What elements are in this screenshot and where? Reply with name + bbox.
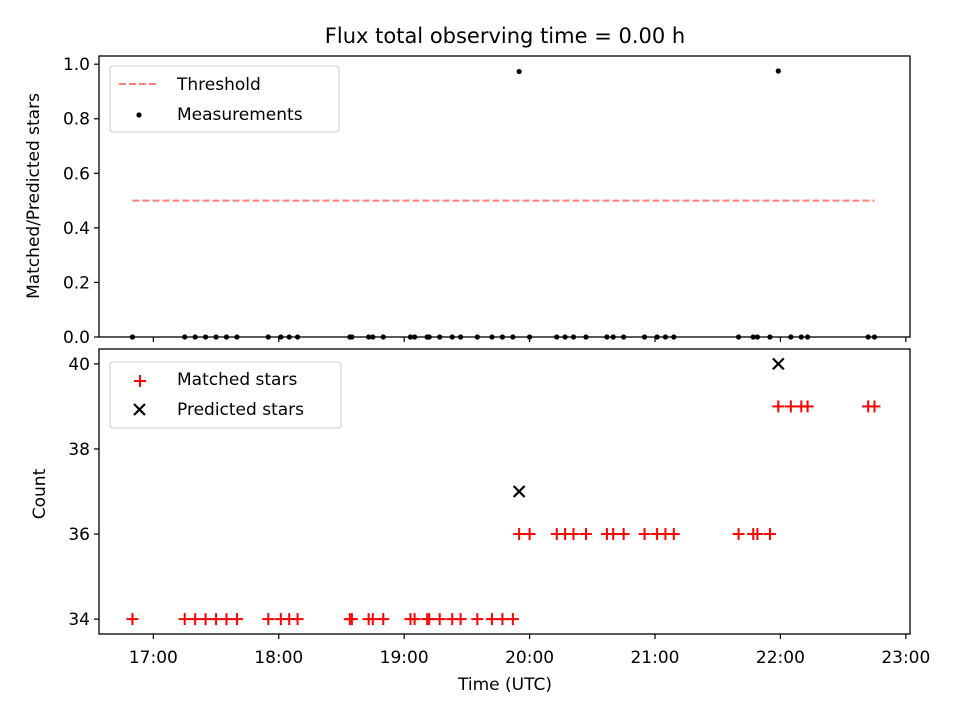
measurement-point: [775, 68, 781, 74]
legend-box: [109, 361, 342, 429]
legend-predicted-swatch: [133, 403, 146, 416]
ratio-legend: Threshold Measurements: [109, 65, 340, 133]
matched-star-marker: [763, 528, 776, 541]
y-tick-label: 0.4: [63, 219, 90, 239]
count-plot-frame: [98, 348, 911, 635]
legend-threshold-label: Threshold: [176, 75, 261, 95]
matched-star-marker: [607, 528, 620, 541]
matched-star-marker: [523, 528, 536, 541]
ratio-y-axis: 0.0 0.2 0.4 0.6 0.8 1.0: [63, 55, 99, 348]
count-x-axis: 17:00 18:00 19:00 20:00 21:00 22:00 23:00: [129, 634, 930, 668]
ratio-panel: 0.0 0.2 0.4 0.6 0.8 1.0 Matched/Predicted sta…: [24, 55, 911, 348]
legend-measurements-label: Measurements: [177, 105, 303, 125]
predicted-star-marker: [512, 485, 526, 498]
matched-star-marker: [751, 528, 764, 541]
matched-star-marker: [513, 528, 526, 541]
matched-star-marker: [345, 613, 358, 626]
y-tick-label: 36: [68, 525, 90, 545]
matched-star-marker: [220, 613, 233, 626]
matched-star-marker: [496, 613, 509, 626]
matched-star-marker: [580, 528, 593, 541]
x-tick-label: 19:00: [380, 648, 429, 668]
y-tick-label: 38: [68, 440, 90, 460]
matched-star-marker: [210, 613, 223, 626]
matched-star-marker: [262, 613, 275, 626]
y-tick-label: 0.0: [63, 328, 90, 348]
matched-star-marker: [433, 613, 446, 626]
y-tick-label: 0.8: [63, 110, 90, 130]
matched-star-marker: [801, 400, 814, 413]
x-tick-label: 20:00: [505, 648, 554, 668]
matched-star-marker: [617, 528, 630, 541]
matched-star-marker: [199, 613, 212, 626]
matched-star-marker: [567, 528, 580, 541]
matched-star-marker: [732, 528, 745, 541]
matched-star-marker: [772, 400, 785, 413]
matched-star-marker: [784, 400, 797, 413]
count-panel: 34 36 38 40 17:00 18:00 19:00 20:00 21:00 22:00 2…: [30, 348, 930, 695]
legend-predicted-label: Predicted stars: [177, 400, 304, 420]
matched-star-marker: [423, 613, 436, 626]
ratio-plot-frame: [98, 55, 911, 338]
legend-matched-swatch: [134, 375, 146, 387]
matched-star-marker: [868, 400, 881, 413]
x-tick-label: 18:00: [254, 648, 303, 668]
y-tick-label: 34: [68, 610, 90, 630]
chart-title: Flux total observing time = 0.00 h: [325, 24, 685, 48]
ratio-y-axis-label: Matched/Predicted stars: [24, 93, 44, 299]
matched-star-marker: [291, 613, 304, 626]
legend-matched-label: Matched stars: [177, 370, 297, 390]
legend-measurements-swatch: [136, 112, 142, 118]
matched-star-marker: [126, 613, 139, 626]
y-tick-label: 40: [68, 355, 90, 375]
count-legend: Matched stars Predicted stars: [109, 361, 342, 429]
y-tick-label: 1.0: [63, 55, 90, 75]
matched-star-marker: [454, 613, 467, 626]
matched-star-marker: [377, 613, 390, 626]
matched-star-marker: [506, 613, 519, 626]
matched-star-marker: [638, 528, 651, 541]
x-tick-label: 23:00: [881, 648, 930, 668]
count-y-axis-label: Count: [30, 468, 50, 519]
x-tick-label: 21:00: [630, 648, 679, 668]
y-tick-label: 0.2: [63, 273, 90, 293]
matched-star-marker: [471, 613, 484, 626]
matched-star-marker: [366, 613, 379, 626]
count-marks: [126, 357, 881, 626]
x-axis-label: Time (UTC): [457, 675, 552, 695]
matched-star-marker: [230, 613, 243, 626]
legend-box: [109, 65, 340, 133]
x-tick-label: 17:00: [129, 648, 178, 668]
matched-star-marker: [667, 528, 680, 541]
matched-star-marker: [408, 613, 421, 626]
predicted-star-marker: [772, 357, 785, 371]
x-tick-label: 22:00: [756, 648, 805, 668]
measurement-point: [516, 68, 522, 75]
matched-star-marker: [189, 613, 202, 626]
matched-star-marker: [485, 613, 498, 626]
matched-star-marker: [178, 613, 191, 626]
ratio-x-ticks: [152, 337, 907, 342]
y-tick-label: 0.6: [63, 164, 90, 184]
count-y-axis: 34 36 38 40: [68, 355, 99, 630]
